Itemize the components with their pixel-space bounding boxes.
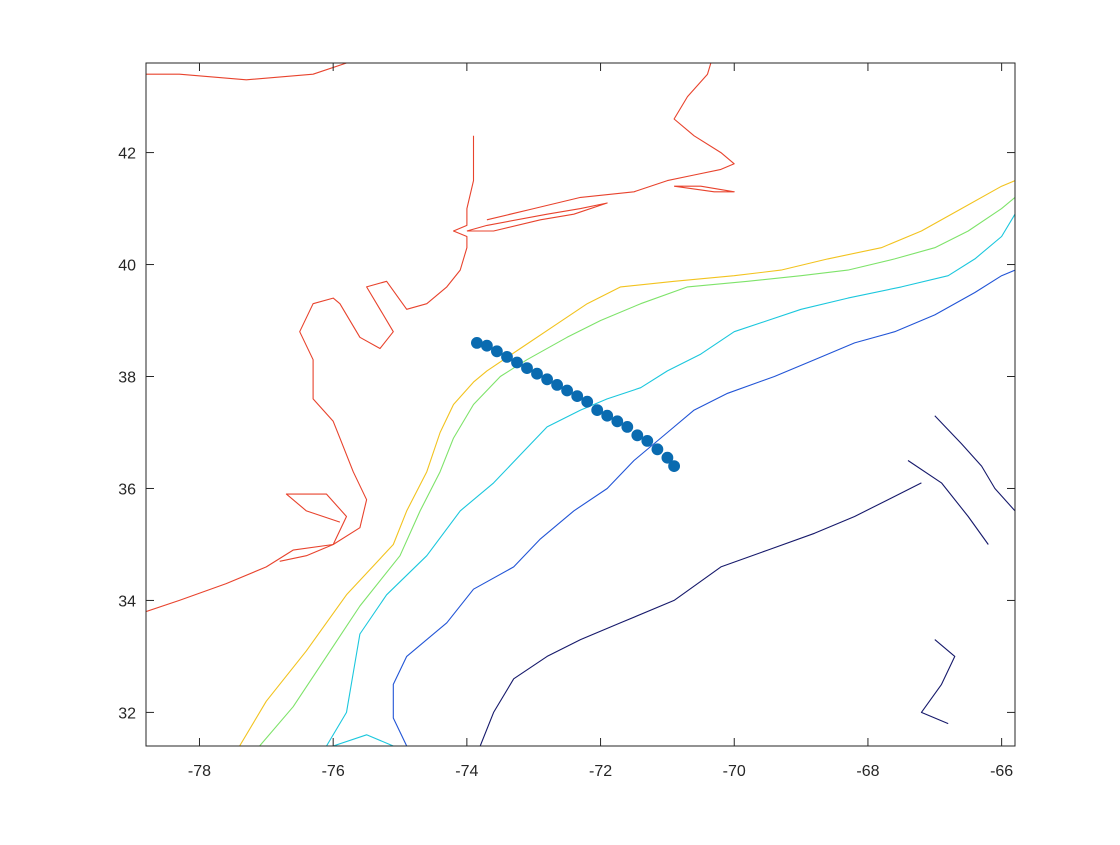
contour-line-5-1 [934,415,1015,512]
contour-lines [146,63,1015,746]
transect-point-6 [531,367,543,380]
axes: -78 -76 -74 -72 -70 -68 -66 32 34 36 38 40 42 [118,62,1016,780]
contour-line-0-4 [674,185,735,193]
transect-point-12 [591,404,604,417]
contour-line-5-3 [920,639,956,725]
contour-line-0-1 [146,135,475,613]
contour-line-1-0 [239,180,1015,746]
contour-line-2-0 [259,196,1015,746]
transect-point-18 [651,443,664,456]
transect-points [470,336,680,473]
contour-line-4-0 [392,269,1015,746]
transect-point-7 [541,373,553,386]
x-tick-label: -72 [589,763,612,780]
x-tick-label: -74 [455,763,478,780]
contour-line-0-5 [279,493,348,562]
transect-point-10 [571,390,584,403]
x-tick-label: -68 [856,763,879,780]
x-tick-label: -66 [990,763,1013,780]
transect-point-15 [621,420,634,433]
transect-point-11 [581,395,594,408]
transect-point-16 [631,429,644,442]
transect-point-3 [501,350,513,363]
y-tick-label: 32 [118,705,136,722]
transect-point-1 [480,339,493,352]
y-tick-label: 40 [118,258,136,275]
transect-point-14 [611,415,624,428]
transect-point-17 [641,434,654,447]
y-tick-label: 38 [118,370,136,387]
transect-point-9 [561,384,573,397]
x-tick-label: -70 [723,763,746,780]
transect-point-4 [511,356,523,369]
transect-point-13 [601,409,614,422]
contour-line-0-0 [146,63,347,81]
x-tick-label: -78 [188,763,211,780]
axes-box [145,62,1016,747]
contour-line-5-2 [907,460,989,545]
y-tick-label: 34 [118,593,136,610]
transect-point-8 [551,378,563,391]
x-tick-label: -76 [322,763,345,780]
transect-point-5 [521,362,533,375]
transect-point-2 [490,345,503,358]
transect-point-19 [661,451,674,464]
y-tick-label: 42 [118,146,136,163]
y-tick-label: 36 [118,481,136,498]
transect-point-0 [470,336,483,349]
transect-point-20 [668,460,680,473]
contour-line-0-2 [466,202,608,232]
contour-line-0-3 [486,63,735,221]
contour-line-3-1 [333,734,394,746]
contour-line-5-0 [479,482,922,746]
contour-line-3-0 [326,213,1015,746]
